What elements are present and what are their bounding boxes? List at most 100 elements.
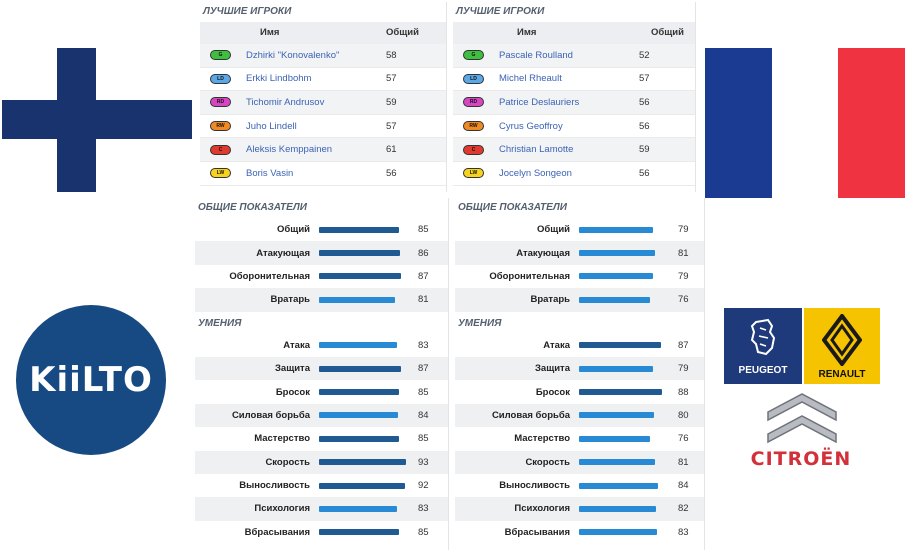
stat-bar-fill [579, 482, 658, 489]
player-name-link[interactable]: Pascale Roulland [499, 49, 573, 61]
player-name-link[interactable]: Michel Rheault [499, 73, 562, 85]
section-title: ОБЩИЕ ПОКАЗАТЕЛИ [458, 202, 567, 213]
player-row[interactable]: LD Michel Rheault 57 [453, 68, 695, 92]
player-name-link[interactable]: Boris Vasin [246, 167, 294, 179]
player-name-link[interactable]: Juho Lindell [246, 120, 297, 132]
stat-bar-fill [579, 505, 657, 512]
player-row[interactable]: RD Patrice Deslauriers 56 [453, 91, 695, 115]
player-name-link[interactable]: Aleksis Kemppainen [246, 144, 333, 156]
player-row[interactable]: LD Erkki Lindbohm 57 [200, 68, 446, 92]
player-overall: 56 [639, 96, 650, 108]
stat-value: 85 [418, 433, 429, 445]
stat-label: Скорость [525, 456, 570, 468]
stat-value: 79 [678, 270, 689, 282]
player-name-link[interactable]: Erkki Lindbohm [246, 73, 312, 85]
stat-label: Психология [514, 503, 570, 515]
stat-row: Вратарь 81 [195, 288, 448, 312]
stat-row: Психология 83 [195, 497, 448, 521]
left-best-players-panel: ЛУЧШИЕ ИГРОКИ Имя Общий G Dzhirki "Konova… [200, 2, 447, 192]
stat-label: Бросок [275, 386, 310, 398]
position-badge: RW [463, 121, 484, 132]
stat-bar [319, 505, 413, 512]
player-overall: 58 [386, 49, 397, 61]
stat-bar-fill [319, 389, 399, 396]
player-name-link[interactable]: Tichomir Andrusov [246, 96, 325, 108]
right-best-players-panel: ЛУЧШИЕ ИГРОКИ Имя Общий G Pascale Roullan… [453, 2, 696, 192]
stat-bar [579, 505, 673, 512]
stat-label: Атака [543, 339, 570, 351]
kiilto-logo: KiiLTO [16, 305, 168, 457]
stat-label: Силовая борьба [491, 409, 570, 421]
player-row[interactable]: LW Jocelyn Songeon 56 [453, 162, 695, 186]
position-cell: LD [453, 73, 499, 84]
stat-bar [319, 342, 413, 349]
stat-row: Силовая борьба 84 [195, 403, 448, 428]
position-cell: RW [453, 121, 499, 132]
stat-bar [579, 226, 673, 233]
stat-bar [579, 482, 673, 489]
stat-label: Бросок [535, 386, 570, 398]
player-name-link[interactable]: Dzhirki "Konovalenko" [246, 49, 340, 61]
stat-bar [319, 365, 413, 372]
finland-flag [2, 48, 192, 192]
stat-bar [579, 342, 673, 349]
stat-row: Бросок 88 [455, 380, 704, 403]
position-badge: LD [463, 73, 484, 84]
player-name-link[interactable]: Christian Lamotte [499, 144, 574, 156]
stat-row: Защита 79 [455, 356, 704, 381]
player-row[interactable]: C Christian Lamotte 59 [453, 138, 695, 162]
player-row[interactable]: RW Cyrus Geoffroy 56 [453, 115, 695, 139]
col-overall-header: Общий [386, 27, 419, 38]
stat-bar-fill [579, 529, 658, 536]
stat-row: Психология 82 [455, 497, 704, 521]
stat-label: Психология [254, 503, 310, 515]
player-row[interactable]: G Pascale Roulland 52 [453, 44, 695, 68]
peugeot-logo-text: PEUGEOT [738, 365, 788, 376]
stat-bar-fill [319, 482, 406, 489]
stat-row: Мастерство 76 [455, 427, 704, 450]
stat-value: 79 [678, 363, 689, 375]
stat-label: Вбрасывания [504, 526, 570, 538]
section-title: ОБЩИЕ ПОКАЗАТЕЛИ [198, 202, 307, 213]
stat-row: Бросок 85 [195, 380, 448, 403]
player-row[interactable]: LW Boris Vasin 56 [200, 162, 446, 186]
player-overall: 57 [639, 73, 650, 85]
stat-bar-fill [579, 365, 654, 372]
stat-bar [579, 250, 673, 257]
section-title: УМЕНИЯ [458, 317, 502, 329]
stat-bar [579, 273, 673, 280]
player-name-link[interactable]: Jocelyn Songeon [499, 167, 572, 179]
stat-value: 83 [418, 339, 429, 351]
player-name-link[interactable]: Cyrus Geoffroy [499, 120, 563, 132]
stat-bar [319, 529, 413, 536]
stat-label: Атака [283, 339, 310, 351]
stat-row: Защита 87 [195, 356, 448, 381]
position-badge: LD [210, 73, 231, 84]
peugeot-lion-icon [750, 318, 776, 356]
section-title: ЛУЧШИЕ ИГРОКИ [456, 6, 545, 17]
stat-bar-fill [319, 529, 399, 536]
player-row[interactable]: RD Tichomir Andrusov 59 [200, 91, 446, 115]
stat-label: Общий [537, 224, 570, 236]
stat-bar-fill [579, 342, 661, 349]
section-title: УМЕНИЯ [198, 317, 242, 329]
position-cell: RD [453, 97, 499, 108]
citroen-logo-text: CITROËN [750, 448, 852, 470]
position-badge: C [463, 144, 484, 155]
section-title: ЛУЧШИЕ ИГРОКИ [203, 6, 292, 17]
player-row[interactable]: G Dzhirki "Konovalenko" 58 [200, 44, 446, 68]
stat-bar-fill [319, 459, 407, 466]
kiilto-logo-text: KiiLTO [29, 360, 153, 400]
stat-bar-fill [319, 296, 396, 303]
player-name-link[interactable]: Patrice Deslauriers [499, 96, 580, 108]
stat-value: 83 [678, 526, 689, 538]
stat-label: Общий [277, 224, 310, 236]
stat-label: Выносливость [499, 480, 570, 492]
player-row[interactable]: C Aleksis Kemppainen 61 [200, 138, 446, 162]
col-overall-header: Общий [651, 27, 684, 38]
stat-value: 84 [418, 409, 429, 421]
stat-label: Вратарь [270, 294, 310, 306]
right-stats-panel: ОБЩИЕ ПОКАЗАТЕЛИ Общий 79 Атакующая 81 Оборо… [455, 198, 705, 550]
stat-bar [579, 365, 673, 372]
player-row[interactable]: RW Juho Lindell 57 [200, 115, 446, 139]
